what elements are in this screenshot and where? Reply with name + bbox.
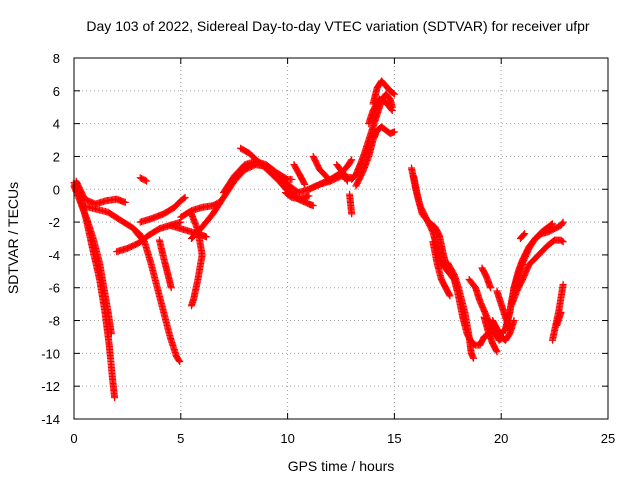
data-series bbox=[553, 308, 565, 329]
data-point bbox=[309, 202, 317, 210]
x-tick-label: 15 bbox=[387, 431, 401, 446]
y-tick-label: -14 bbox=[41, 412, 60, 427]
x-tick-label: 25 bbox=[601, 431, 615, 446]
data-point bbox=[387, 105, 395, 113]
axis-ticks bbox=[73, 57, 609, 420]
plot-frame bbox=[73, 57, 609, 420]
x-tick-label: 10 bbox=[280, 431, 294, 446]
data-series bbox=[281, 189, 313, 203]
data-point bbox=[141, 176, 149, 184]
data-point bbox=[559, 218, 567, 226]
data-point bbox=[520, 231, 528, 239]
x-tick-label: 20 bbox=[494, 431, 508, 446]
data-point bbox=[187, 302, 195, 310]
data-point bbox=[300, 179, 308, 187]
data-point bbox=[175, 356, 183, 364]
data-point bbox=[547, 221, 555, 229]
x-axis-label: GPS time / hours bbox=[288, 458, 395, 474]
data-point bbox=[348, 156, 356, 164]
y-tick-label: 6 bbox=[53, 84, 60, 99]
data-point bbox=[559, 280, 567, 288]
data-series bbox=[352, 123, 398, 190]
y-tick-label: -4 bbox=[48, 248, 60, 263]
data-point bbox=[143, 177, 151, 185]
data-point bbox=[559, 238, 567, 246]
y-tick-label: 8 bbox=[53, 51, 60, 66]
data-point bbox=[301, 180, 309, 188]
data-point bbox=[390, 128, 398, 136]
data-points bbox=[70, 77, 567, 402]
y-tick-label: -10 bbox=[41, 346, 60, 361]
data-point bbox=[557, 308, 565, 316]
data-series bbox=[305, 156, 356, 193]
data-series bbox=[346, 190, 356, 218]
data-series bbox=[410, 172, 452, 275]
data-point bbox=[202, 233, 210, 241]
tick-labels: 0 5 10 15 20 25 -14 -12 -10 -8 -6 -4 -2 0 2 4 6 8 bbox=[41, 51, 615, 446]
y-tick-label: -6 bbox=[48, 281, 60, 296]
data-series bbox=[79, 202, 146, 241]
y-tick-label: -8 bbox=[48, 314, 60, 329]
data-point bbox=[390, 90, 398, 98]
data-series bbox=[478, 264, 495, 292]
data-point bbox=[521, 230, 529, 238]
data-point bbox=[111, 394, 119, 402]
data-point bbox=[558, 237, 566, 245]
x-tick-label: 5 bbox=[177, 431, 184, 446]
data-series bbox=[444, 259, 477, 362]
y-tick-label: -12 bbox=[41, 379, 60, 394]
data-point bbox=[446, 292, 454, 300]
y-tick-label: -2 bbox=[48, 215, 60, 230]
data-point bbox=[180, 194, 188, 202]
data-series bbox=[155, 236, 175, 292]
data-series bbox=[365, 95, 396, 128]
data-point bbox=[176, 358, 184, 366]
data-series bbox=[516, 230, 529, 242]
data-series bbox=[309, 152, 334, 185]
data-series bbox=[237, 144, 317, 210]
data-point bbox=[121, 198, 129, 206]
y-tick-label: 2 bbox=[53, 149, 60, 164]
data-point bbox=[548, 220, 556, 228]
data-point bbox=[288, 175, 296, 183]
data-series bbox=[136, 174, 151, 185]
data-series bbox=[72, 177, 129, 208]
data-point bbox=[347, 157, 355, 165]
data-series bbox=[132, 228, 184, 366]
data-point bbox=[305, 192, 313, 200]
data-point bbox=[167, 284, 175, 292]
data-point bbox=[492, 347, 500, 355]
data-point bbox=[487, 284, 495, 292]
y-axis-label: SDTVAR / TECUs bbox=[5, 182, 21, 294]
data-series bbox=[166, 221, 210, 241]
data-series bbox=[508, 236, 567, 308]
data-series bbox=[429, 238, 454, 300]
data-point bbox=[493, 348, 501, 356]
data-point bbox=[445, 291, 453, 299]
data-point bbox=[107, 330, 115, 338]
data-point bbox=[558, 219, 566, 227]
y-tick-label: 0 bbox=[53, 182, 60, 197]
data-series bbox=[333, 161, 351, 185]
chart-title: Day 103 of 2022, Sidereal Day-to-day VTE… bbox=[86, 18, 590, 34]
data-series bbox=[136, 193, 189, 226]
data-point bbox=[348, 210, 356, 218]
data-point bbox=[469, 354, 477, 362]
x-tick-label: 0 bbox=[70, 431, 77, 446]
data-point bbox=[343, 177, 351, 185]
data-series bbox=[480, 313, 501, 356]
data-point bbox=[388, 107, 396, 115]
data-point bbox=[181, 193, 189, 201]
data-series bbox=[290, 161, 309, 188]
data-point bbox=[510, 317, 518, 325]
y-tick-label: 4 bbox=[53, 117, 60, 132]
data-point bbox=[389, 89, 397, 97]
data-series bbox=[489, 317, 518, 344]
grid-lines bbox=[73, 57, 609, 420]
